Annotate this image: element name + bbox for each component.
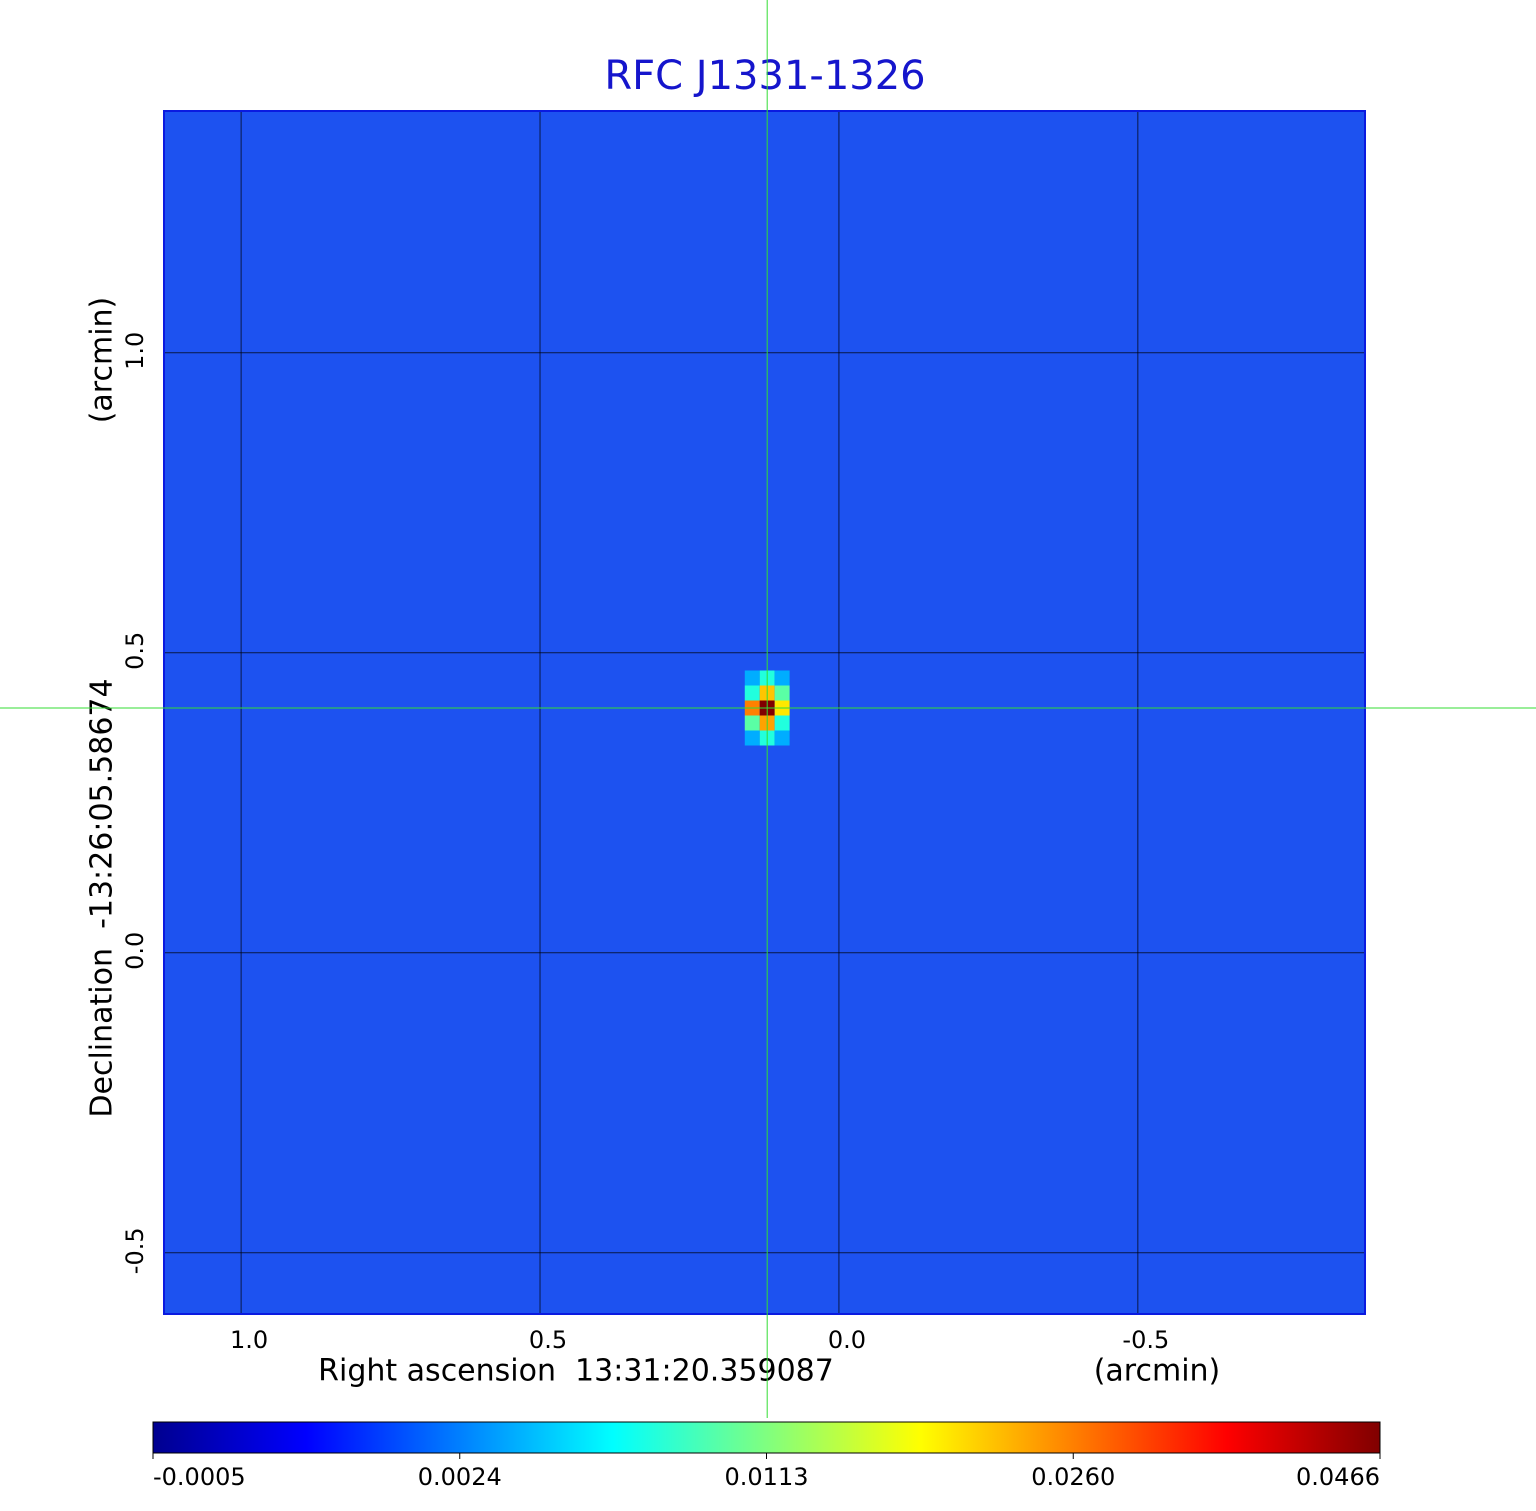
colorbar-tick-label: 0.0024 bbox=[418, 1463, 502, 1491]
plot-frame bbox=[163, 110, 1366, 1315]
y-tick-label: 0.0 bbox=[121, 932, 149, 970]
colorbar-tick-label: 0.0466 bbox=[1296, 1463, 1380, 1491]
image-pixel bbox=[744, 715, 760, 731]
plot-area bbox=[164, 111, 1365, 1314]
x-tick-label: 0.0 bbox=[828, 1326, 866, 1354]
x-tick-label: 1.0 bbox=[230, 1326, 268, 1354]
colorbar-tick-label: 0.0260 bbox=[1031, 1463, 1115, 1491]
colorbar bbox=[152, 1421, 1381, 1454]
colorbar-tick-label: -0.0005 bbox=[153, 1463, 246, 1491]
x-tick-label: 0.5 bbox=[529, 1326, 567, 1354]
y-tick-label: 0.5 bbox=[121, 632, 149, 670]
image-pixel bbox=[744, 730, 760, 746]
x-axis-unit: (arcmin) bbox=[1094, 1354, 1221, 1389]
colorbar-tick-label: 0.0113 bbox=[725, 1463, 809, 1491]
y-axis-unit: (arcmin) bbox=[85, 297, 120, 424]
image-pixel bbox=[744, 670, 760, 686]
y-tick-label: 1.0 bbox=[121, 332, 149, 370]
image-pixel bbox=[774, 715, 790, 731]
chart-title: RFC J1331-1326 bbox=[604, 53, 925, 99]
image-pixel bbox=[774, 670, 790, 686]
image-pixel bbox=[744, 685, 760, 701]
x-tick-label: -0.5 bbox=[1122, 1326, 1169, 1354]
y-axis-label: Declination -13:26:05.58674 bbox=[85, 678, 120, 1117]
x-axis-label: Right ascension 13:31:20.359087 bbox=[318, 1354, 834, 1389]
image-pixel bbox=[774, 730, 790, 746]
image-pixel bbox=[774, 685, 790, 701]
y-tick-label: -0.5 bbox=[121, 1227, 149, 1274]
